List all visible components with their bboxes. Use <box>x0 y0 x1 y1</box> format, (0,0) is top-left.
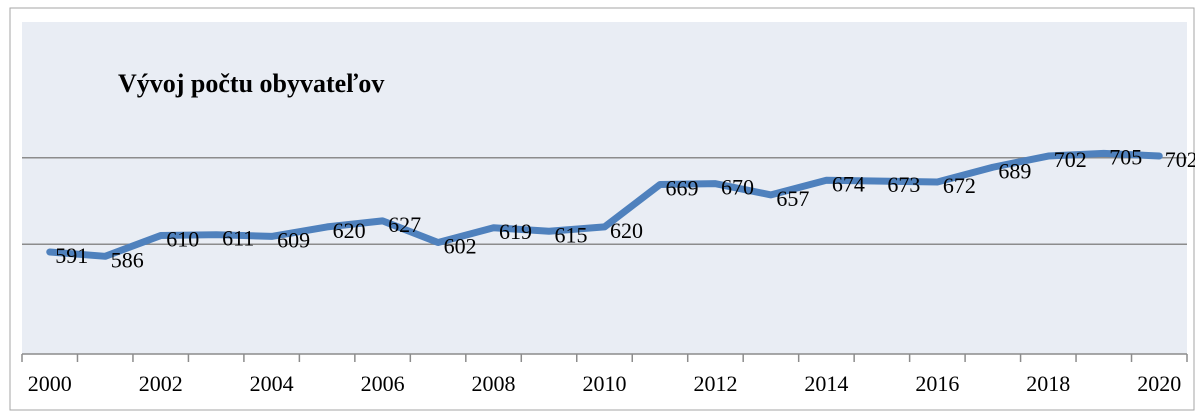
data-label: 610 <box>166 227 199 252</box>
data-line <box>46 149 1163 260</box>
data-label: 674 <box>832 171 865 196</box>
data-label: 689 <box>998 158 1031 183</box>
x-tick-label: 2020 <box>1137 371 1181 396</box>
x-tick-label: 2014 <box>804 371 848 396</box>
data-label: 672 <box>943 173 976 198</box>
data-label: 591 <box>55 243 88 268</box>
data-label: 586 <box>111 247 144 272</box>
x-tick-label: 2004 <box>250 371 294 396</box>
data-label: 657 <box>776 186 809 211</box>
data-label: 620 <box>333 218 366 243</box>
data-label: 620 <box>610 218 643 243</box>
data-label: 619 <box>499 219 532 244</box>
data-label: 602 <box>444 234 477 259</box>
x-tick-label: 2000 <box>28 371 72 396</box>
data-label: 702 <box>1165 147 1195 172</box>
data-label: 627 <box>388 212 421 237</box>
data-label: 705 <box>1109 144 1142 169</box>
x-tick-label: 2016 <box>915 371 959 396</box>
data-label: 611 <box>222 226 254 251</box>
x-tick-label: 2010 <box>583 371 627 396</box>
plot-area <box>22 22 1187 354</box>
chart-title: Vývoj počtu obyvateľov <box>118 69 384 98</box>
data-label: 673 <box>887 172 920 197</box>
x-tick-label: 2012 <box>693 371 737 396</box>
data-label: 669 <box>665 176 698 201</box>
x-tick-label: 2018 <box>1026 371 1070 396</box>
data-label: 609 <box>277 227 310 252</box>
data-label: 702 <box>1054 147 1087 172</box>
data-label: 670 <box>721 175 754 200</box>
data-label: 615 <box>555 222 588 247</box>
x-tick-label: 2008 <box>472 371 516 396</box>
x-tick-label: 2002 <box>139 371 183 396</box>
x-tick-label: 2006 <box>361 371 405 396</box>
